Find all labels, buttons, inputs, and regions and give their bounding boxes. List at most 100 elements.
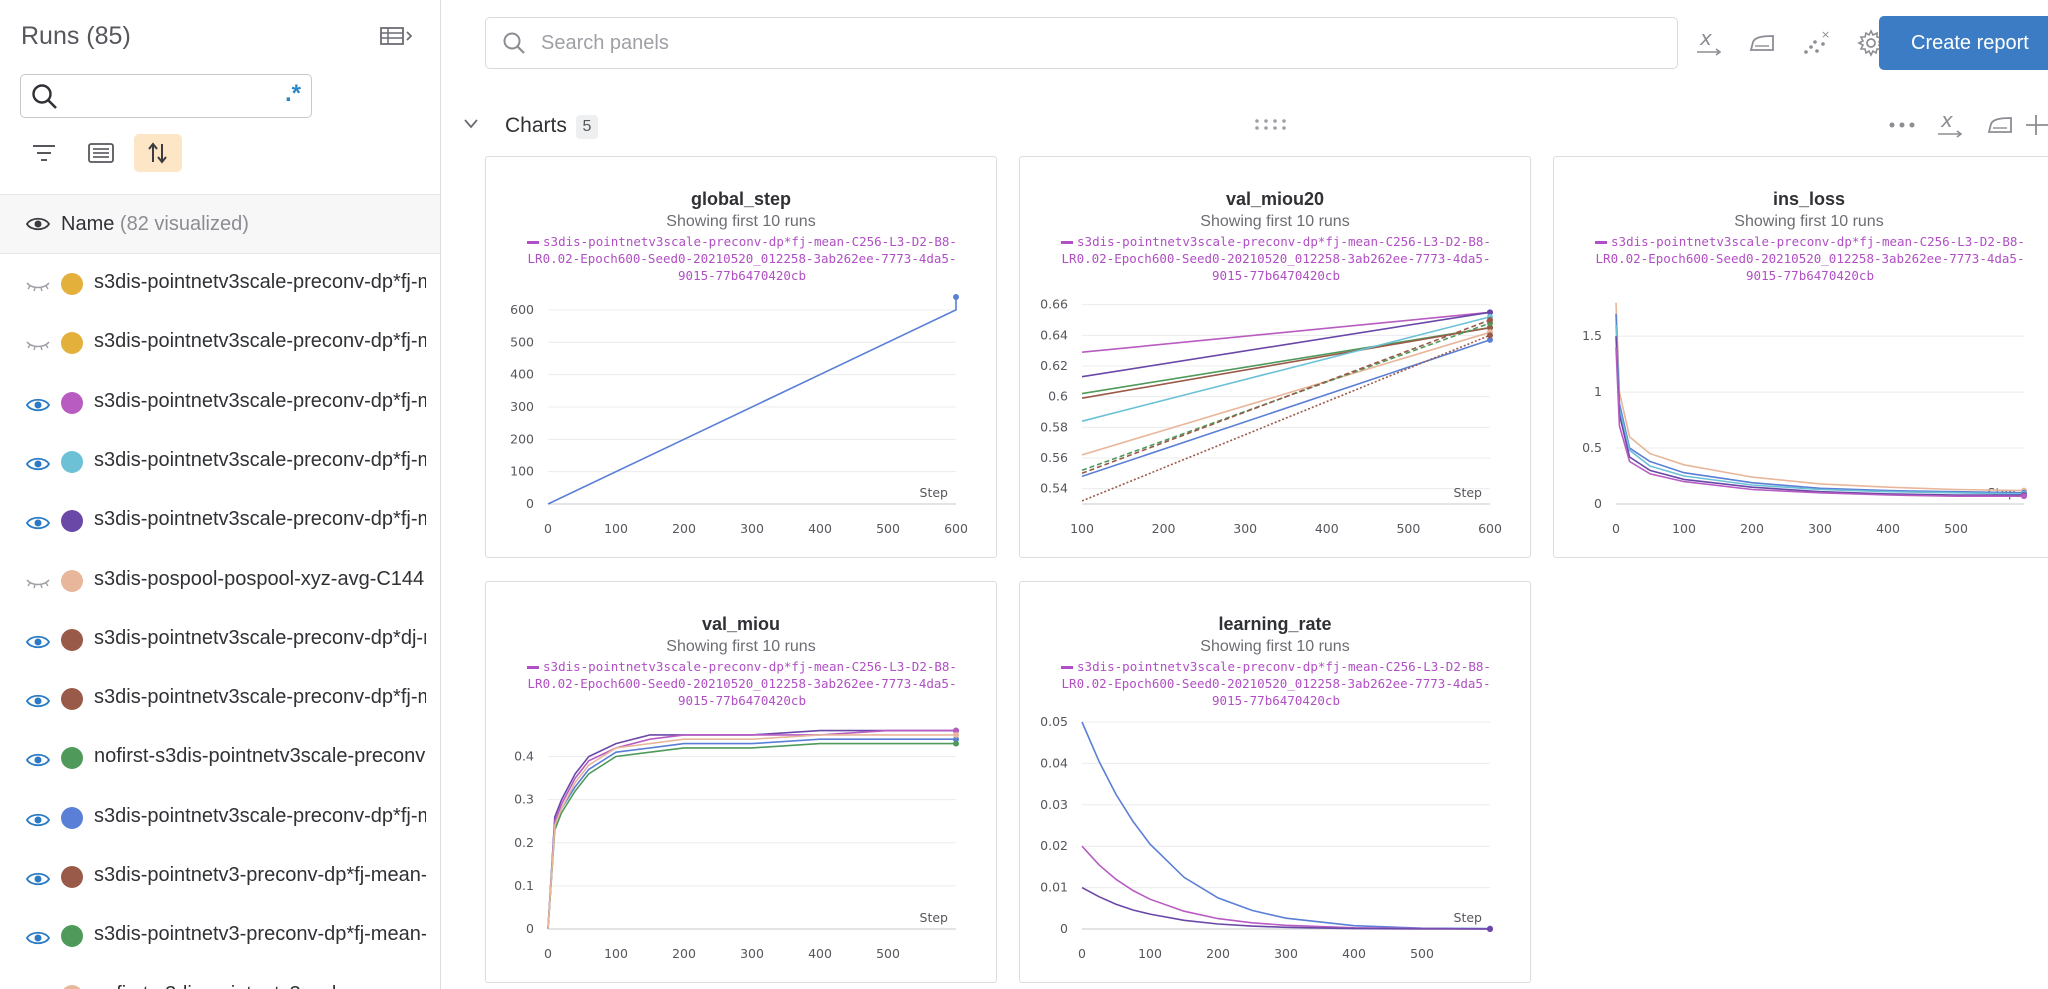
eye-icon[interactable] xyxy=(26,871,50,887)
run-row[interactable]: s3dis-pointnetv3scale-preconv-dp*fj-mean… xyxy=(0,375,440,434)
series-line[interactable] xyxy=(1081,316,1491,422)
section-smoothing-button[interactable] xyxy=(1982,108,2018,142)
run-row[interactable]: nofirst-s3dis-pointnetv3scale-preconv-dp xyxy=(0,730,440,789)
group-button[interactable] xyxy=(77,134,125,172)
series-line[interactable] xyxy=(1615,336,2024,496)
series-line[interactable] xyxy=(1081,721,1491,930)
run-row[interactable]: s3dis-pointnetv3scale-preconv-dp*fj-mean… xyxy=(0,256,440,315)
series-endpoint[interactable] xyxy=(1487,332,1493,339)
series-line[interactable] xyxy=(1615,347,2024,498)
chevron-down-icon[interactable] xyxy=(462,116,482,132)
chart-panel-global-step[interactable]: 0 100 200 300 400 500 600 0 100 200 300 400 500 600 St… xyxy=(485,156,997,558)
chart-svg[interactable]: 0 100 200 300 400 500 600 0 100 200 300 400 500 600 St… xyxy=(486,157,997,558)
outliers-button[interactable]: × xyxy=(1799,26,1833,60)
run-row[interactable]: s3dis-pointnetv3scale-preconv-dp*fj-mean… xyxy=(0,434,440,493)
series-line[interactable] xyxy=(547,297,957,505)
series-endpoint[interactable] xyxy=(953,736,959,743)
run-name[interactable]: nofirst-s3dis-pointnetv3scale-preconv-dp xyxy=(94,983,426,989)
eye-closed-icon[interactable] xyxy=(26,278,50,294)
run-row[interactable]: s3dis-pointnetv3scale-preconv-dp*fj-mean… xyxy=(0,671,440,730)
run-row[interactable]: s3dis-pointnetv3scale-preconv-dp*fj-mean… xyxy=(0,315,440,374)
run-name[interactable]: s3dis-pointnetv3scale-preconv-dp*fj-mean… xyxy=(94,448,426,471)
run-name[interactable]: s3dis-pointnetv3scale-preconv-dp*fj-mean… xyxy=(94,330,426,353)
run-row[interactable]: s3dis-pointnetv3-preconv-dp*fj-mean-C256… xyxy=(0,849,440,908)
series-endpoint[interactable] xyxy=(1487,309,1493,316)
run-row[interactable]: s3dis-pointnetv3-preconv-dp*fj-mean-C256… xyxy=(0,908,440,967)
run-color-dot[interactable] xyxy=(61,450,83,473)
series-line[interactable] xyxy=(1081,311,1491,353)
run-color-dot[interactable] xyxy=(61,806,83,829)
chart-svg[interactable]: 0 0.1 0.2 0.3 0.4 0 100 200 300 400 500 Step xyxy=(486,582,997,983)
chart-panel-ins-loss[interactable]: 0 0.5 1 1.5 0 100 200 300 400 500 Step ins_loss Show… xyxy=(1553,156,2048,558)
series-line[interactable] xyxy=(547,734,956,930)
run-color-dot[interactable] xyxy=(61,510,83,533)
filter-button[interactable] xyxy=(20,134,68,172)
section-more-button[interactable] xyxy=(1884,108,1920,142)
series-line[interactable] xyxy=(1615,324,2025,495)
series-endpoint[interactable] xyxy=(953,731,959,738)
regex-toggle[interactable]: .* xyxy=(284,80,301,107)
x-axis-button[interactable]: x xyxy=(1692,26,1726,60)
run-name[interactable]: s3dis-pointnetv3scale-preconv-dp*fj-mean… xyxy=(94,508,426,531)
eye-icon[interactable] xyxy=(26,515,50,531)
chart-svg[interactable]: 0.54 0.56 0.58 0.6 0.62 0.64 0.66 100 200 300 400 5… xyxy=(1020,157,1531,558)
series-endpoint[interactable] xyxy=(953,294,959,300)
panel-search-input[interactable]: Search panels xyxy=(485,17,1678,69)
run-name[interactable]: s3dis-pointnetv3scale-preconv-dp*fj-mean… xyxy=(94,271,426,293)
run-name[interactable]: s3dis-pointnetv3scale-preconv-dp*fj-mean… xyxy=(94,389,426,412)
run-color-dot[interactable] xyxy=(61,273,83,295)
eye-icon[interactable] xyxy=(26,752,50,768)
series-line[interactable] xyxy=(1081,326,1491,399)
series-line[interactable] xyxy=(1615,313,2025,494)
chart-svg[interactable]: 0 0.01 0.02 0.03 0.04 0.05 0 100 200 300 400 500 Ste… xyxy=(1020,582,1531,983)
run-color-dot[interactable] xyxy=(61,747,83,770)
series-line[interactable] xyxy=(1081,331,1491,456)
run-color-dot[interactable] xyxy=(61,628,83,651)
run-row[interactable]: s3dis-pospool-pospool-xyz-avg-C144 xyxy=(0,553,440,612)
run-name[interactable]: s3dis-pointnetv3scale-preconv-dp*dj-mean… xyxy=(94,626,426,649)
eye-icon[interactable] xyxy=(26,456,50,472)
series-line[interactable] xyxy=(1081,334,1491,502)
run-color-dot[interactable] xyxy=(61,688,83,711)
chart-panel-learning-rate[interactable]: 0 0.01 0.02 0.03 0.04 0.05 0 100 200 300 400 500 Ste… xyxy=(1019,581,1531,983)
sort-button[interactable] xyxy=(134,134,182,172)
eye-icon[interactable] xyxy=(26,693,50,709)
run-name[interactable]: s3dis-pospool-pospool-xyz-avg-C144 xyxy=(94,567,425,590)
eye-icon[interactable] xyxy=(26,397,50,413)
series-line[interactable] xyxy=(1081,319,1491,475)
run-color-dot[interactable] xyxy=(61,984,83,989)
series-line[interactable] xyxy=(1081,339,1491,478)
chart-panel-val-miou[interactable]: 0 0.1 0.2 0.3 0.4 0 100 200 300 400 500 Step val_mio… xyxy=(485,581,997,983)
runs-name-header[interactable]: Name (82 visualized) xyxy=(0,194,440,254)
series-line[interactable] xyxy=(547,729,956,930)
series-endpoint[interactable] xyxy=(1487,926,1493,932)
run-name[interactable]: nofirst-s3dis-pointnetv3scale-preconv-dp xyxy=(94,745,426,768)
series-endpoint[interactable] xyxy=(1487,317,1493,323)
eye-closed-icon[interactable] xyxy=(26,575,50,591)
run-color-dot[interactable] xyxy=(61,332,83,355)
series-line[interactable] xyxy=(1081,311,1491,378)
eye-icon[interactable] xyxy=(26,812,50,828)
series-line[interactable] xyxy=(1615,302,2025,492)
run-name[interactable]: s3dis-pointnetv3-preconv-dp*fj-mean-C256… xyxy=(94,923,426,946)
series-line[interactable] xyxy=(547,742,956,930)
series-line[interactable] xyxy=(547,738,956,930)
section-x-axis-button[interactable]: x xyxy=(1932,108,1968,142)
run-color-dot[interactable] xyxy=(61,569,83,592)
series-endpoint[interactable] xyxy=(953,740,959,747)
run-row[interactable]: s3dis-pointnetv3scale-preconv-dp*dj-mean… xyxy=(0,612,440,671)
chart-panel-val-miou20[interactable]: 0.54 0.56 0.58 0.6 0.62 0.64 0.66 100 200 300 400 5… xyxy=(1019,156,1531,558)
drag-handle-icon[interactable] xyxy=(1254,118,1290,132)
eye-icon[interactable] xyxy=(26,930,50,946)
run-name[interactable]: s3dis-pointnetv3scale-preconv-dp*fj-mean… xyxy=(94,686,426,709)
run-color-dot[interactable] xyxy=(61,925,83,948)
create-report-button[interactable]: Create report xyxy=(1879,16,2048,70)
smoothing-button[interactable] xyxy=(1745,26,1779,60)
series-endpoint[interactable] xyxy=(2021,493,2027,500)
expand-table-button[interactable] xyxy=(380,25,420,51)
series-endpoint[interactable] xyxy=(1487,336,1493,343)
add-panel-button[interactable] xyxy=(2024,108,2048,142)
run-color-dot[interactable] xyxy=(61,866,83,888)
run-color-dot[interactable] xyxy=(61,391,83,414)
